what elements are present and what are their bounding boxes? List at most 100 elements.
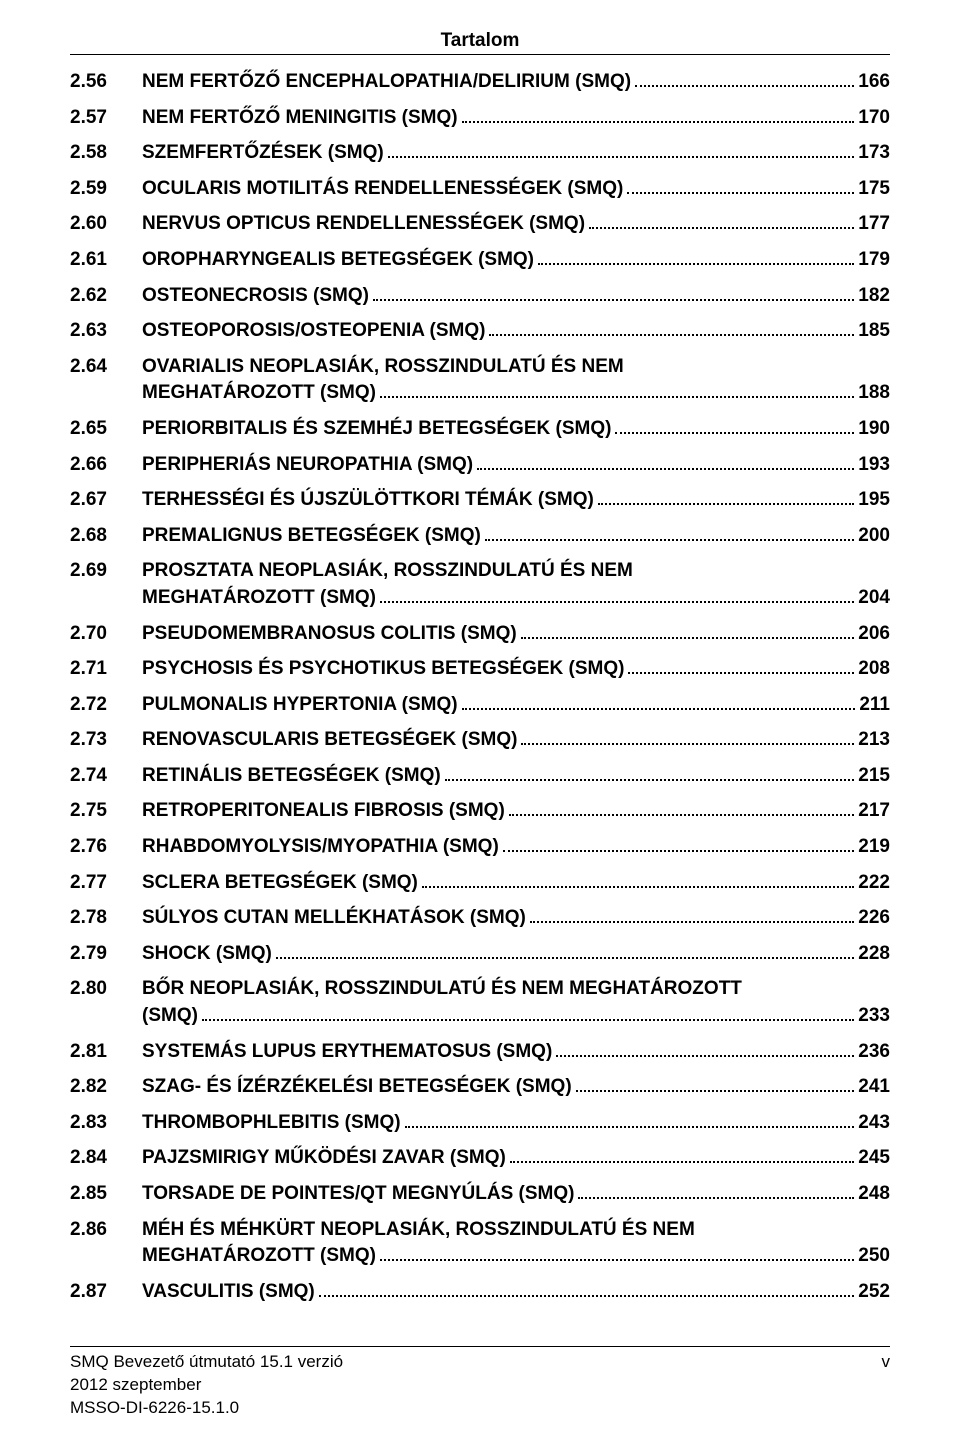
toc-entry-title-wrap: RHABDOMYOLYSIS/MYOPATHIA (SMQ) 219	[142, 834, 890, 861]
toc-entry-number: 2.73	[70, 727, 142, 754]
toc-entry-title-wrap: PROSZTATA NEOPLASIÁK, ROSSZINDULATÚ ÉS N…	[142, 558, 890, 611]
toc-entry-title: PERIORBITALIS ÉS SZEMHÉJ BETEGSÉGEK (SMQ…	[142, 416, 611, 443]
toc-leader-dots	[510, 1146, 854, 1163]
toc-entry-title-wrap: PERIPHERIÁS NEUROPATHIA (SMQ)193	[142, 452, 890, 479]
toc-entry-title: NERVUS OPTICUS RENDELLENESSÉGEK (SMQ)	[142, 211, 585, 238]
toc-entry-line: VASCULITIS (SMQ)252	[142, 1279, 890, 1306]
toc-entry: 2.74RETINÁLIS BETEGSÉGEK (SMQ)215	[70, 763, 890, 790]
toc-leader-dots	[380, 586, 854, 603]
toc-entry-title: SCLERA BETEGSÉGEK (SMQ)	[142, 870, 418, 897]
toc-entry-number: 2.59	[70, 176, 142, 203]
toc-entry-line: NERVUS OPTICUS RENDELLENESSÉGEK (SMQ)177	[142, 211, 890, 238]
toc-entry: 2.63OSTEOPOROSIS/OSTEOPENIA (SMQ)185	[70, 318, 890, 345]
toc-entry-title: VASCULITIS (SMQ)	[142, 1279, 315, 1306]
footer-docid: MSSO-DI-6226-15.1.0	[70, 1397, 343, 1420]
toc-entry-title-wrap: SZAG- ÉS ÍZÉRZÉKELÉSI BETEGSÉGEK (SMQ)24…	[142, 1074, 890, 1101]
toc-entry-title: PREMALIGNUS BETEGSÉGEK (SMQ)	[142, 523, 481, 550]
toc-entry-number: 2.62	[70, 283, 142, 310]
toc-entry: 2.62OSTEONECROSIS (SMQ)182	[70, 283, 890, 310]
toc-entry-page: 208	[858, 656, 890, 683]
toc-entry-page: 179	[858, 247, 890, 274]
toc-entry-line: RENOVASCULARIS BETEGSÉGEK (SMQ)213	[142, 727, 890, 754]
toc-entry-page: 222	[858, 870, 890, 897]
toc-leader-dots	[615, 417, 854, 434]
toc-entry-title-wrap: SYSTEMÁS LUPUS ERYTHEMATOSUS (SMQ)236	[142, 1039, 890, 1066]
toc-entry: 2.86MÉH ÉS MÉHKÜRT NEOPLASIÁK, ROSSZINDU…	[70, 1217, 890, 1270]
toc-entry: 2.57NEM FERTŐZŐ MENINGITIS (SMQ)170	[70, 105, 890, 132]
toc-entry-page: 248	[858, 1181, 890, 1208]
toc-entry-page: 219	[858, 834, 890, 861]
toc-entry-number: 2.80	[70, 976, 142, 1003]
toc-entry: 2.68PREMALIGNUS BETEGSÉGEK (SMQ)200	[70, 523, 890, 550]
toc-entry-page: 211	[859, 692, 890, 719]
toc-entry-title: PSYCHOSIS ÉS PSYCHOTIKUS BETEGSÉGEK (SMQ…	[142, 656, 624, 683]
toc-entry-line: PERIORBITALIS ÉS SZEMHÉJ BETEGSÉGEK (SMQ…	[142, 416, 890, 443]
toc-entry-number: 2.65	[70, 416, 142, 443]
toc-entry-title: OCULARIS MOTILITÁS RENDELLENESSÉGEK (SMQ…	[142, 176, 623, 203]
toc-entry: 2.76RHABDOMYOLYSIS/MYOPATHIA (SMQ) 219	[70, 834, 890, 861]
toc-entry-title: RETINÁLIS BETEGSÉGEK (SMQ)	[142, 763, 441, 790]
toc-entry-title: BŐR NEOPLASIÁK, ROSSZINDULATÚ ÉS NEM MEG…	[142, 976, 890, 1003]
toc-entry-number: 2.67	[70, 487, 142, 514]
toc-entry-line: OSTEONECROSIS (SMQ)182	[142, 283, 890, 310]
table-of-contents: 2.56NEM FERTŐZŐ ENCEPHALOPATHIA/DELIRIUM…	[70, 69, 890, 1328]
footer-version: SMQ Bevezető útmutató 15.1 verzió	[70, 1351, 343, 1374]
toc-entry-page: 241	[858, 1074, 890, 1101]
document-page: Tartalom 2.56NEM FERTŐZŐ ENCEPHALOPATHIA…	[0, 0, 960, 1450]
toc-entry: 2.65PERIORBITALIS ÉS SZEMHÉJ BETEGSÉGEK …	[70, 416, 890, 443]
toc-entry-line: SZAG- ÉS ÍZÉRZÉKELÉSI BETEGSÉGEK (SMQ)24…	[142, 1074, 890, 1101]
toc-entry-title: SYSTEMÁS LUPUS ERYTHEMATOSUS (SMQ)	[142, 1039, 552, 1066]
toc-leader-dots	[509, 799, 855, 816]
toc-entry-title-wrap: NERVUS OPTICUS RENDELLENESSÉGEK (SMQ)177	[142, 211, 890, 238]
toc-entry-line: PERIPHERIÁS NEUROPATHIA (SMQ)193	[142, 452, 890, 479]
toc-entry-number: 2.81	[70, 1039, 142, 1066]
toc-entry-title-wrap: OSTEOPOROSIS/OSTEOPENIA (SMQ)185	[142, 318, 890, 345]
toc-entry: 2.78SÚLYOS CUTAN MELLÉKHATÁSOK (SMQ)226	[70, 905, 890, 932]
toc-entry-line: PULMONALIS HYPERTONIA (SMQ) 211	[142, 692, 890, 719]
toc-entry: 2.61OROPHARYNGEALIS BETEGSÉGEK (SMQ)179	[70, 247, 890, 274]
toc-entry-title: PSEUDOMEMBRANOSUS COLITIS (SMQ)	[142, 621, 517, 648]
toc-entry-number: 2.63	[70, 318, 142, 345]
toc-entry-number: 2.79	[70, 941, 142, 968]
toc-entry-title-wrap: TERHESSÉGI ÉS ÚJSZÜLÖTTKORI TÉMÁK (SMQ)1…	[142, 487, 890, 514]
toc-leader-dots	[556, 1040, 854, 1057]
toc-leader-dots	[628, 657, 854, 674]
toc-entry-title: THROMBOPHLEBITIS (SMQ)	[142, 1110, 401, 1137]
toc-entry: 2.67TERHESSÉGI ÉS ÚJSZÜLÖTTKORI TÉMÁK (S…	[70, 487, 890, 514]
toc-entry-title: TORSADE DE POINTES/QT MEGNYÚLÁS (SMQ)	[142, 1181, 574, 1208]
toc-entry-title-wrap: PSYCHOSIS ÉS PSYCHOTIKUS BETEGSÉGEK (SMQ…	[142, 656, 890, 683]
toc-entry-number: 2.57	[70, 105, 142, 132]
toc-entry-page: 226	[858, 905, 890, 932]
toc-entry-title: OSTEONECROSIS (SMQ)	[142, 283, 369, 310]
toc-entry-number: 2.76	[70, 834, 142, 861]
toc-entry-page: 233	[858, 1003, 890, 1030]
toc-entry-title-wrap: BŐR NEOPLASIÁK, ROSSZINDULATÚ ÉS NEM MEG…	[142, 976, 890, 1029]
toc-entry-title-wrap: SHOCK (SMQ)228	[142, 941, 890, 968]
toc-entry: 2.82SZAG- ÉS ÍZÉRZÉKELÉSI BETEGSÉGEK (SM…	[70, 1074, 890, 1101]
toc-entry: 2.60NERVUS OPTICUS RENDELLENESSÉGEK (SMQ…	[70, 211, 890, 238]
toc-entry-title-wrap: THROMBOPHLEBITIS (SMQ)243	[142, 1110, 890, 1137]
toc-entry-title: OSTEOPOROSIS/OSTEOPENIA (SMQ)	[142, 318, 485, 345]
toc-entry-title-wrap: OROPHARYNGEALIS BETEGSÉGEK (SMQ)179	[142, 247, 890, 274]
toc-entry-title: PULMONALIS HYPERTONIA (SMQ)	[142, 692, 458, 719]
toc-entry-line: RETROPERITONEALIS FIBROSIS (SMQ)217	[142, 798, 890, 825]
toc-entry-title: RHABDOMYOLYSIS/MYOPATHIA (SMQ)	[142, 834, 499, 861]
toc-leader-dots	[503, 835, 855, 852]
toc-entry-title-wrap: OVARIALIS NEOPLASIÁK, ROSSZINDULATÚ ÉS N…	[142, 354, 890, 407]
toc-entry: 2.77SCLERA BETEGSÉGEK (SMQ)222	[70, 870, 890, 897]
toc-entry-number: 2.83	[70, 1110, 142, 1137]
toc-entry-page: 166	[858, 69, 890, 96]
toc-leader-dots	[380, 1244, 854, 1261]
toc-entry-line: THROMBOPHLEBITIS (SMQ)243	[142, 1110, 890, 1137]
toc-entry-page: 206	[858, 621, 890, 648]
toc-entry-title: RETROPERITONEALIS FIBROSIS (SMQ)	[142, 798, 505, 825]
toc-leader-dots	[576, 1075, 855, 1092]
toc-entry-number: 2.68	[70, 523, 142, 550]
toc-entry-line: PAJZSMIRIGY MŰKÖDÉSI ZAVAR (SMQ)245	[142, 1145, 890, 1172]
toc-leader-dots	[477, 452, 854, 469]
toc-entry-number: 2.60	[70, 211, 142, 238]
toc-entry-line: SÚLYOS CUTAN MELLÉKHATÁSOK (SMQ)226	[142, 905, 890, 932]
toc-entry-page: 188	[858, 380, 890, 407]
toc-leader-dots	[405, 1111, 855, 1128]
toc-entry-page: 250	[858, 1243, 890, 1270]
